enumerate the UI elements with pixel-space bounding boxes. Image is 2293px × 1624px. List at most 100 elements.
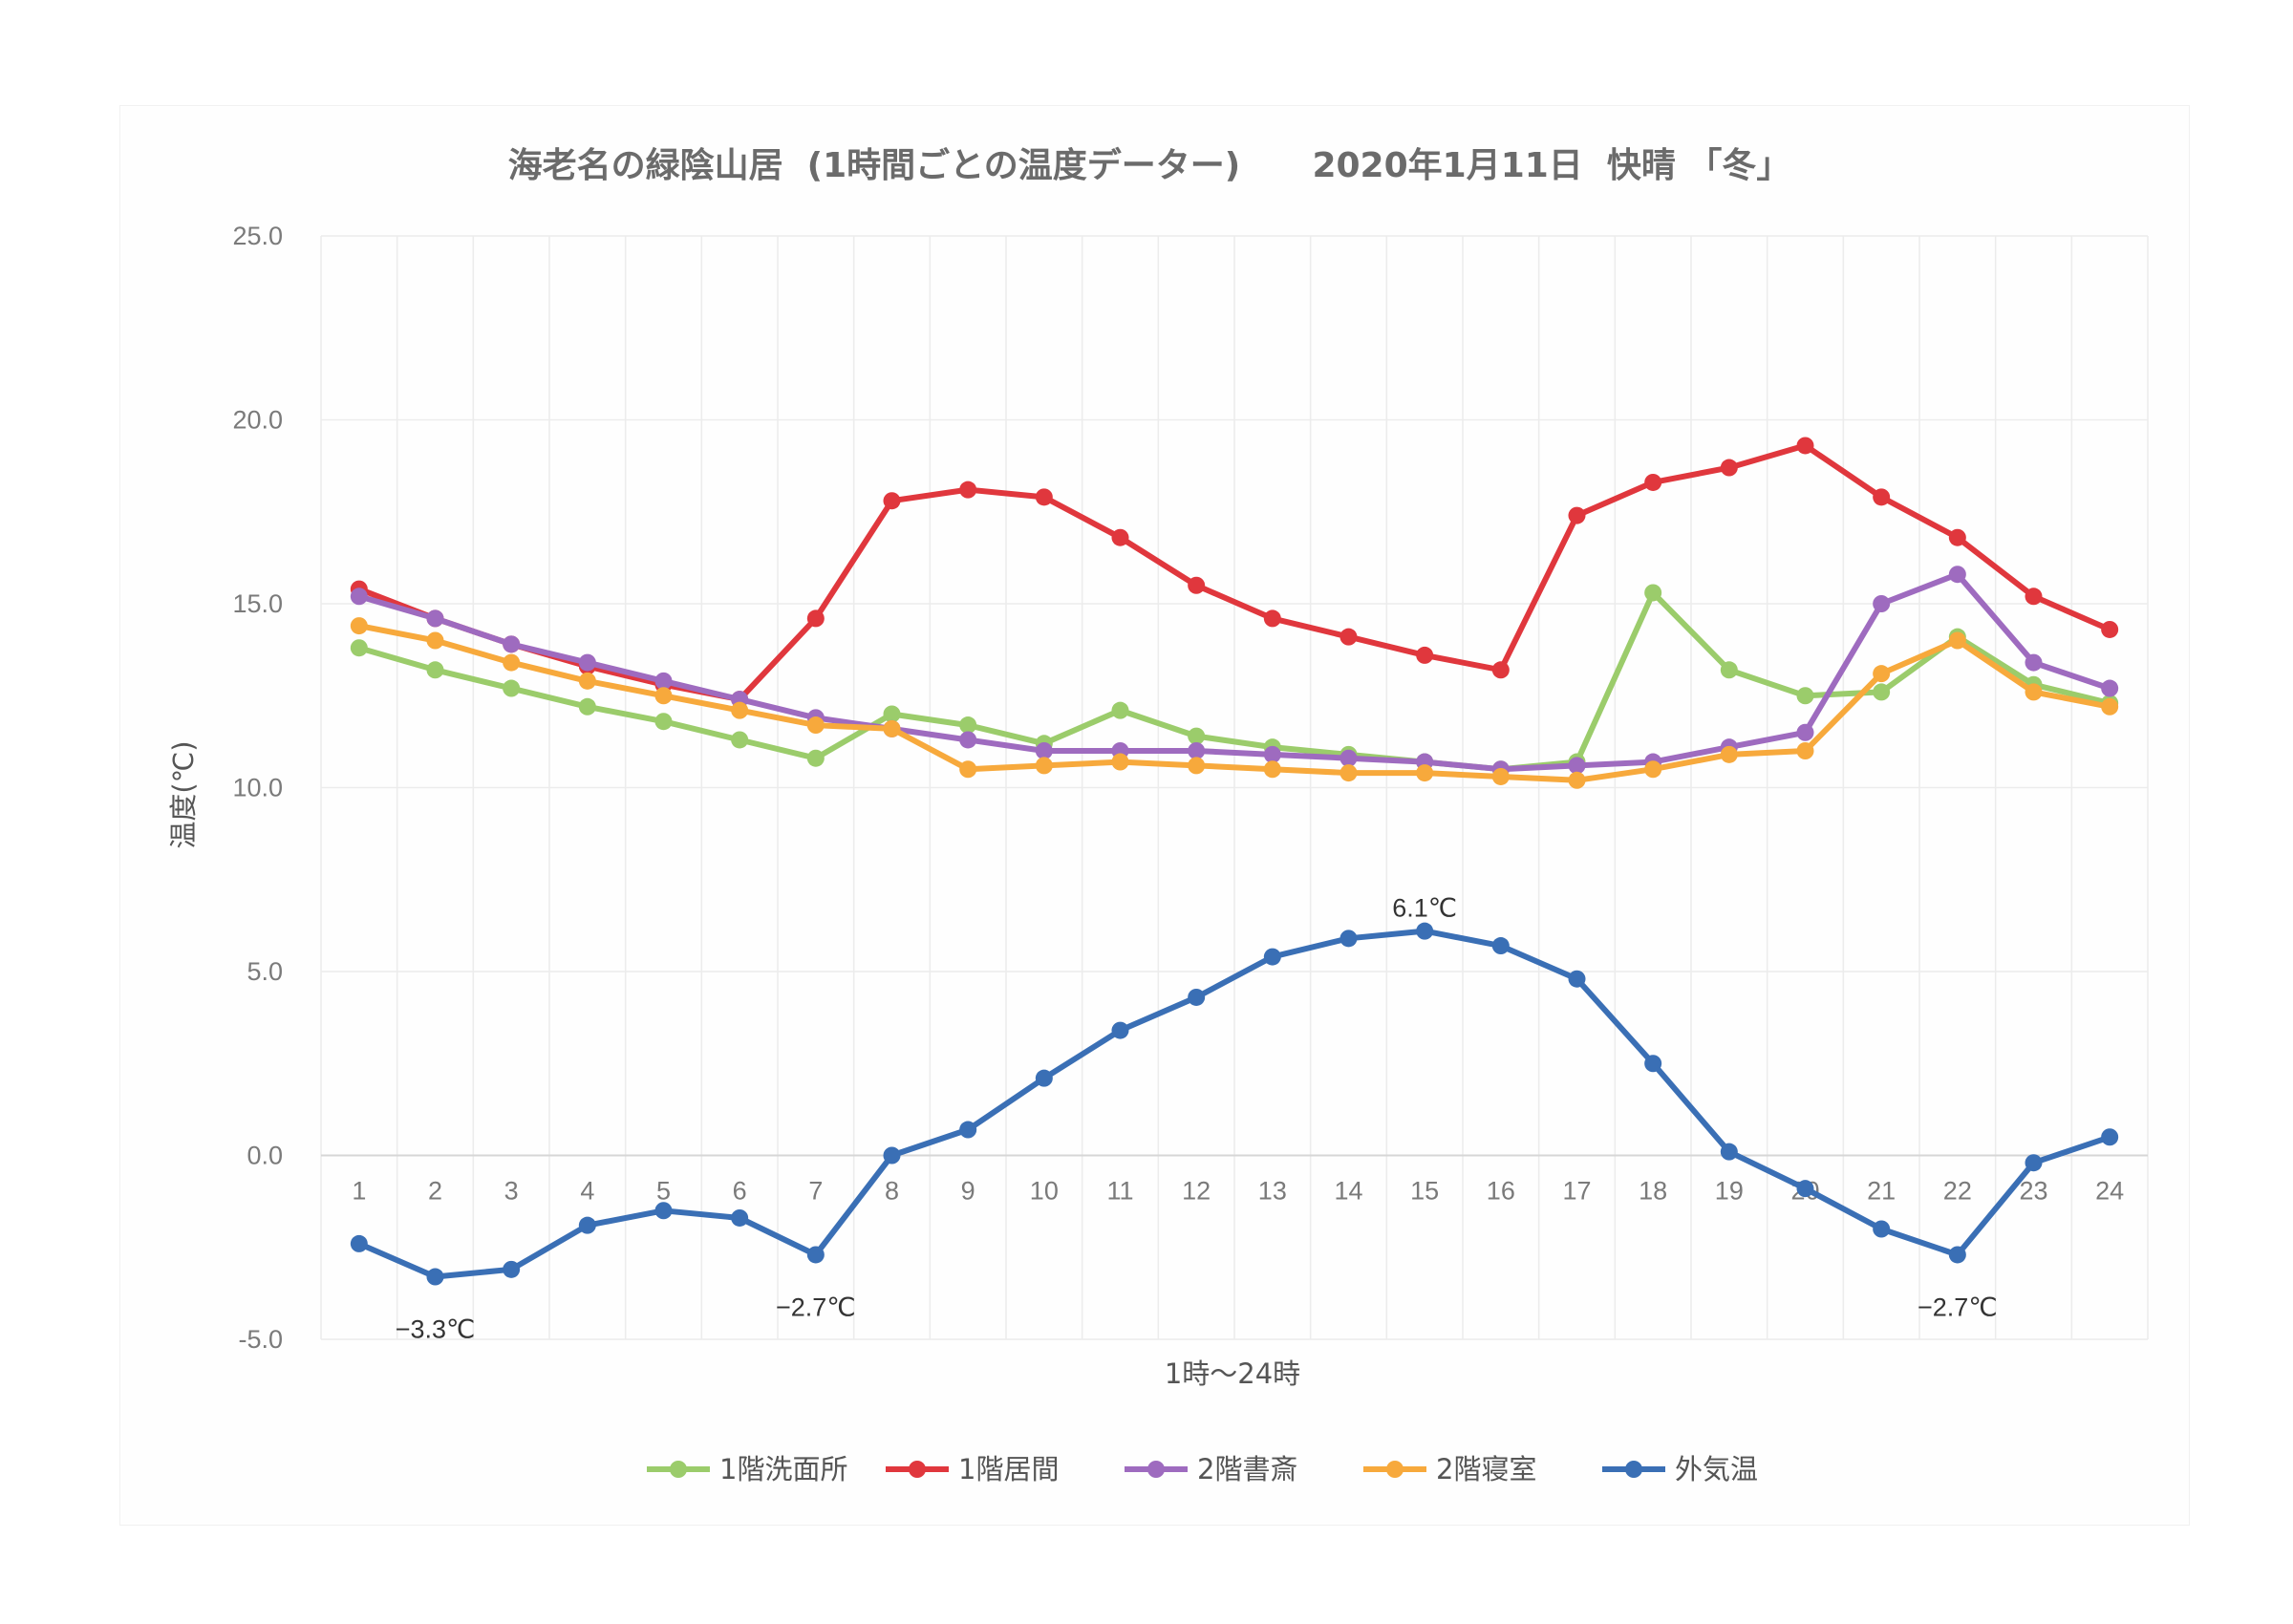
x-tick-label: 14 [1334,1177,1362,1206]
y-tick-label: 20.0 [232,406,283,435]
data-point [503,635,521,653]
data-point [350,588,368,606]
data-point [1568,970,1586,988]
series-line [355,589,2113,773]
data-point [2101,679,2119,697]
x-axis-title: 1時～24時 [1165,1357,1300,1390]
data-point [883,492,901,510]
data-point [1263,760,1281,779]
legend-swatch-marker [1386,1461,1404,1478]
data-point [1111,1021,1129,1039]
legend-label: 外気温 [1675,1453,1758,1485]
data-point [2025,588,2043,606]
legend-label: 2階寝室 [1436,1453,1536,1485]
data-point [350,1234,368,1252]
legend-item: 1階洗面所 [647,1453,847,1485]
data-point [1720,745,1738,763]
data-point [731,731,749,749]
grid-layer [320,235,2149,1340]
legend-label: 1階居間 [958,1453,1059,1485]
data-point [1339,749,1358,767]
data-point [578,1216,596,1234]
legend-item: 2階書斎 [1125,1453,1297,1485]
data-point [1188,757,1206,775]
data-point [1416,764,1434,782]
data-point [806,609,825,628]
data-point [1948,528,1966,546]
data-point [883,705,901,723]
x-tick-label: 24 [2095,1177,2124,1206]
data-point [1339,930,1358,948]
data-point [1188,742,1206,759]
series-4 [350,617,2119,789]
data-point [1491,767,1510,785]
data-point [1873,683,1891,701]
data-point [1948,566,1966,584]
chart-title: 海老名の緑陰山居 (1時間ごとの温度データー) 2020年1月11日 快晴 「冬… [508,145,1791,185]
series-line [355,928,2113,1280]
x-tick-label: 23 [2019,1177,2047,1206]
data-point [654,713,673,731]
data-point [1948,631,1966,650]
data-point [1873,665,1891,683]
y-axis-title: 温度(℃) [167,740,200,848]
x-tick-label: 12 [1182,1177,1211,1206]
data-point [1188,576,1206,594]
x-tick-label: 9 [961,1177,975,1206]
data-point [1416,646,1434,664]
data-point [806,749,825,767]
legend-label: 2階書斎 [1197,1453,1297,1485]
x-tick-label: 21 [1867,1177,1896,1206]
data-point [350,639,368,657]
data-point [1796,1180,1814,1198]
data-point [2101,620,2119,638]
data-point [1491,661,1510,679]
series-5 [350,922,2119,1286]
data-point [2025,653,2043,672]
y-tick-label: 5.0 [246,957,283,986]
legend: 1階洗面所 1階居間 2階書斎 2階寝室 外気温 [647,1453,1758,1485]
y-axis-ticks: -5.0 0.0 5.0 10.0 15.0 20.0 25.0 [232,222,283,1354]
x-tick-label: 2 [428,1177,442,1206]
data-point [1644,1055,1662,1073]
data-point [1720,459,1738,477]
legend-swatch-marker [670,1461,687,1478]
data-point [1263,745,1281,763]
data-point [806,1246,825,1264]
legend-item: 2階寝室 [1363,1453,1536,1485]
data-point [503,653,521,672]
data-point [1796,437,1814,455]
data-point [1339,628,1358,646]
x-tick-label: 22 [1943,1177,1972,1206]
x-tick-label: 5 [656,1177,671,1206]
legend-item: 外気温 [1602,1453,1758,1485]
annotation-layer: −3.3℃ −2.7℃ 6.1℃ −2.7℃ [396,894,1998,1344]
data-point [654,687,673,705]
data-point [1644,473,1662,491]
data-point [1491,937,1510,955]
data-point [959,760,977,779]
x-axis-ticks: 123456789101112131415161718192021222324 [352,1177,2124,1206]
data-point [1339,764,1358,782]
data-point [806,716,825,735]
data-point [503,1260,521,1278]
series-layer [350,437,2119,1286]
data-point [959,716,977,735]
series-1 [350,584,2119,779]
legend-swatch-marker [909,1461,926,1478]
data-point [350,617,368,635]
data-point [1644,584,1662,602]
data-point [426,661,444,679]
x-tick-label: 17 [1562,1177,1591,1206]
data-point [1568,771,1586,789]
data-point [503,679,521,697]
data-point [2101,1128,2119,1146]
data-point [1111,701,1129,719]
data-point [654,1202,673,1220]
data-annotation: −2.7℃ [1918,1293,1998,1321]
data-point [1035,1069,1053,1087]
data-point [1035,757,1053,775]
data-point [2025,1154,2043,1172]
data-point [1111,753,1129,771]
data-point [1568,757,1586,775]
